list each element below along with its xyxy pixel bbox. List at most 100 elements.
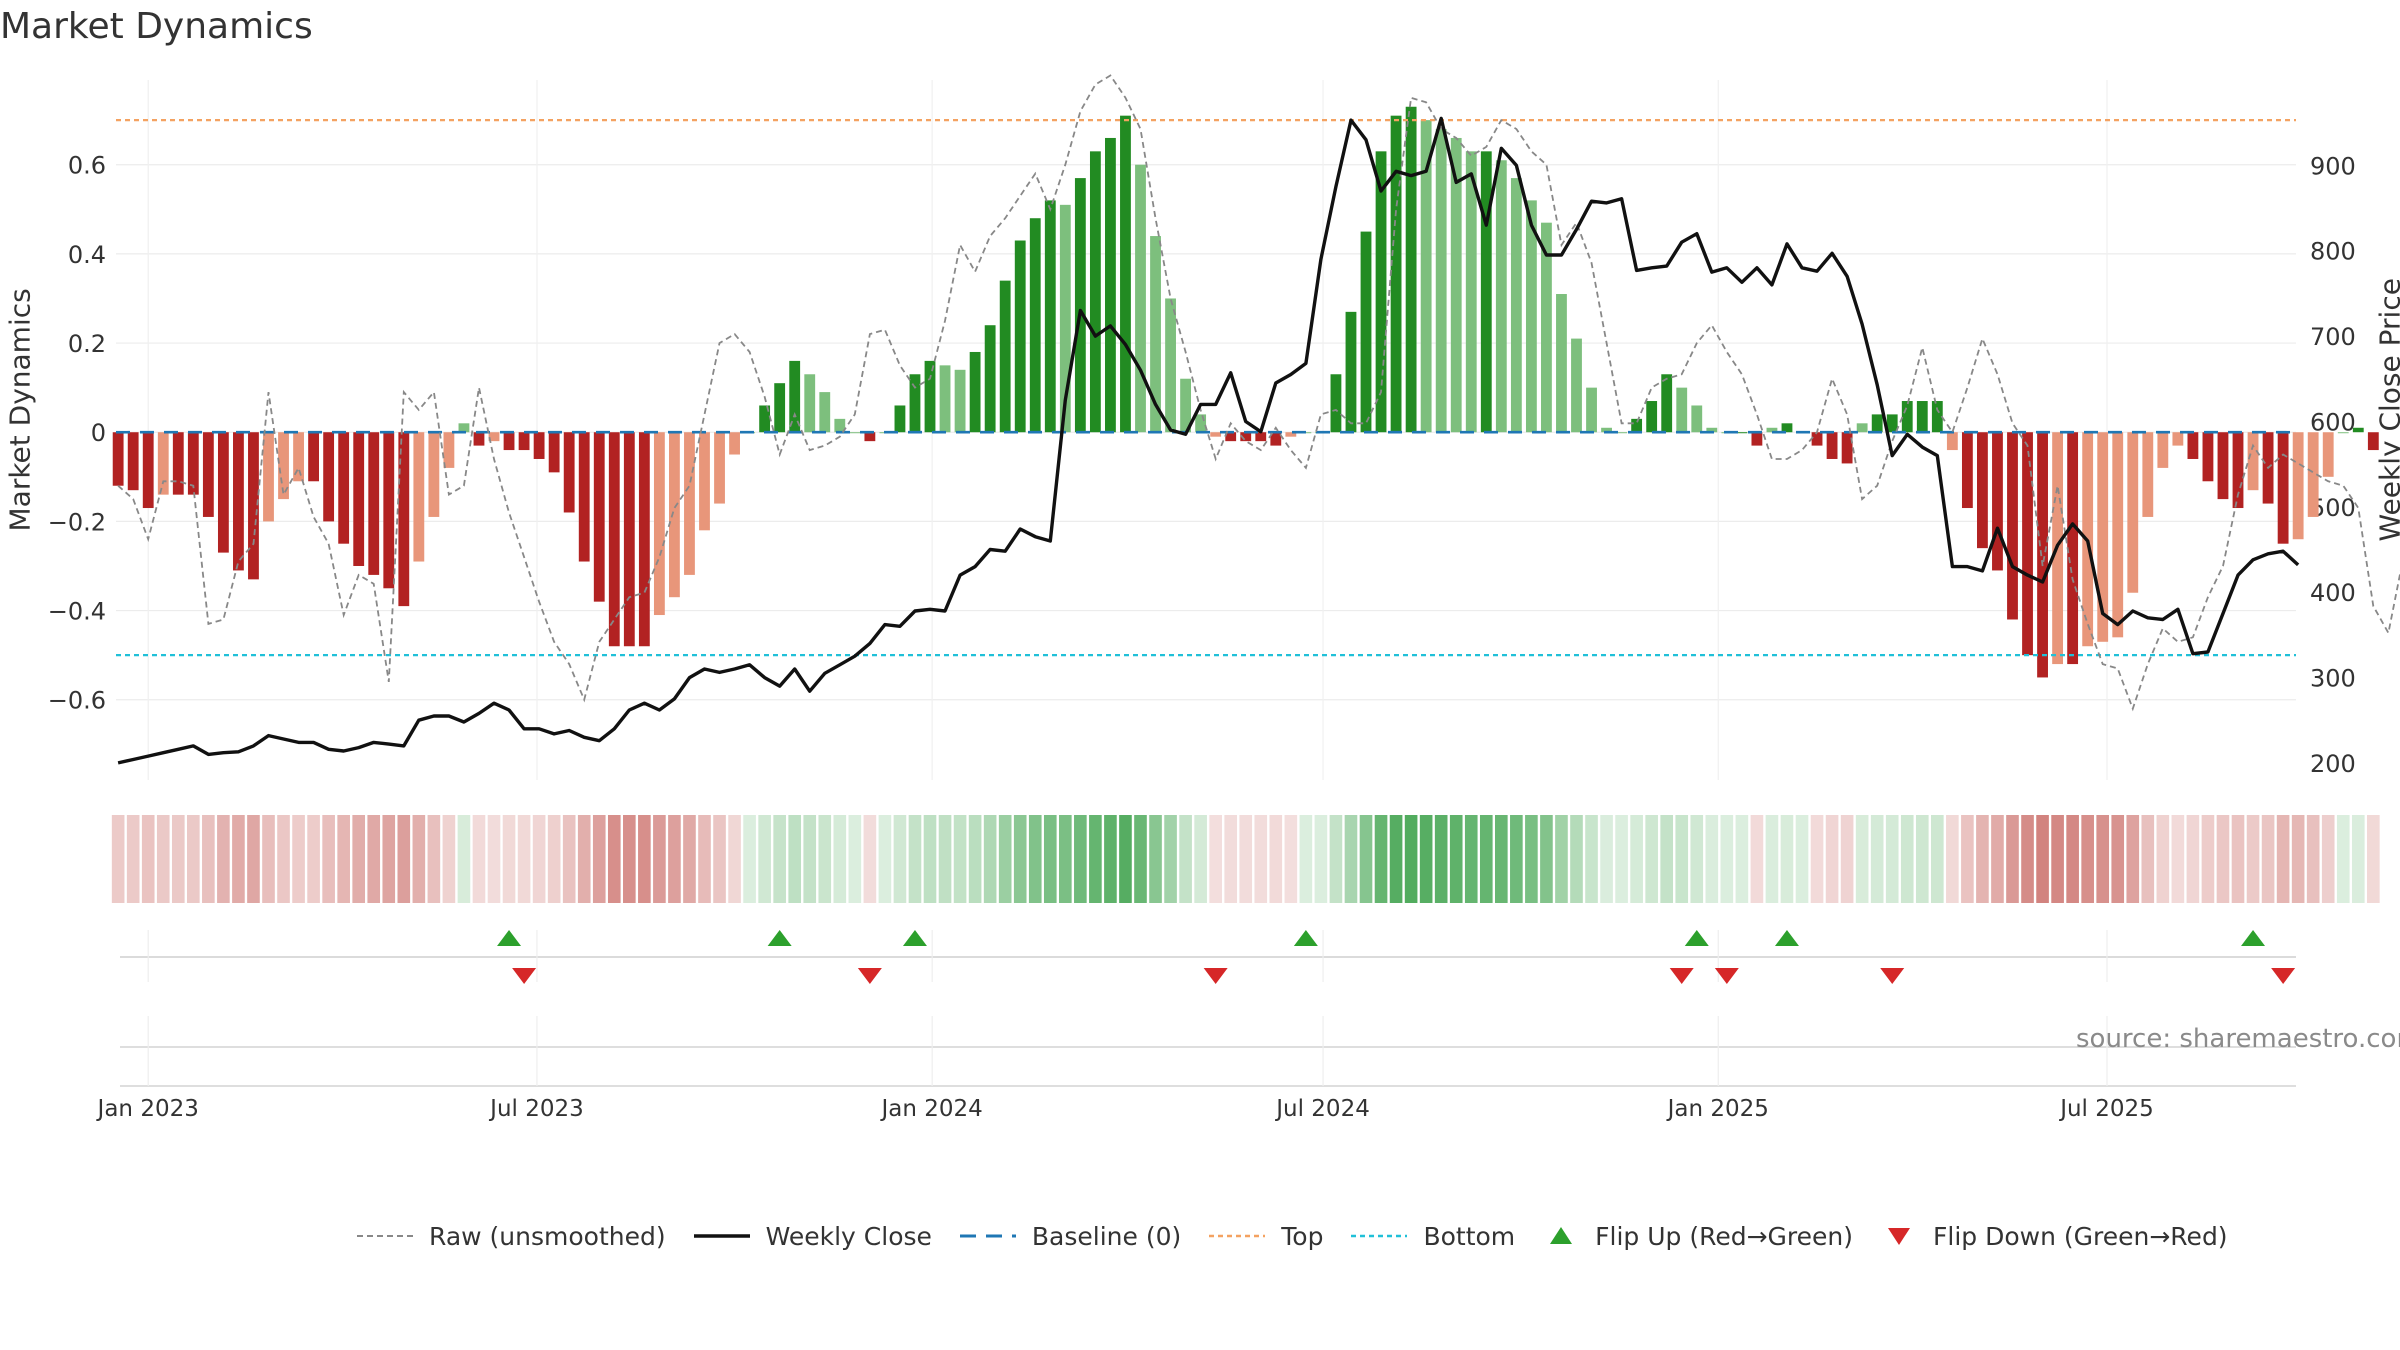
bar <box>1330 374 1342 433</box>
bar <box>383 432 395 589</box>
heat-strip-cell <box>1224 815 1238 903</box>
y2-tick-label: 200 <box>2310 750 2356 778</box>
heat-strip-cell <box>337 815 350 903</box>
heat-strip-cell <box>623 815 636 903</box>
bar <box>2172 432 2184 446</box>
heat-strip-cell <box>1720 815 1734 903</box>
bar <box>1059 204 1071 433</box>
bar <box>157 432 169 495</box>
heat-strip-cell <box>2321 815 2335 903</box>
heat-strip-cell <box>1840 815 1854 903</box>
heat-strip-cell <box>1314 815 1328 903</box>
heat-strip-cell <box>818 815 832 903</box>
legend-close-label: Weekly Close <box>765 1221 932 1251</box>
x-tick-label: Jan 2024 <box>880 1096 983 1122</box>
flip-up-marker <box>902 930 927 946</box>
heat-strip-cell <box>1735 815 1749 903</box>
heat-strip-cell <box>1344 815 1358 903</box>
flip-up-marker <box>1293 930 1318 946</box>
heat-strip-cell <box>1164 815 1177 903</box>
heat-strip-cell <box>592 815 606 903</box>
chart-title: Market Dynamics <box>0 6 313 47</box>
heat-strip-cell <box>1389 815 1403 903</box>
bar <box>1992 432 2003 571</box>
heat-strip-cell <box>1449 815 1463 903</box>
heat-strip-cell <box>2081 815 2094 903</box>
bar <box>1676 387 1688 433</box>
bar <box>2157 432 2169 468</box>
flip-down-marker <box>1203 968 1228 984</box>
heat-strip-cell <box>1825 815 1839 903</box>
heat-strip-cell <box>322 815 335 903</box>
heat-strip-cell <box>1179 815 1192 903</box>
heat-strip-cell <box>2171 815 2185 903</box>
heat-strip-cell <box>1555 815 1568 903</box>
heat-strip-cell <box>187 815 200 903</box>
bar <box>278 432 289 500</box>
heat-strip-cell <box>2126 815 2140 903</box>
heat-strip-cell <box>758 815 771 903</box>
bar <box>1405 106 1417 433</box>
bar <box>1946 432 1958 451</box>
bar <box>1495 160 1507 433</box>
bar <box>834 418 846 433</box>
heat-strip-cell <box>2246 815 2260 903</box>
bar <box>1255 432 1267 442</box>
heat-strip-cell <box>382 815 396 903</box>
heat-strip-cell <box>547 815 561 903</box>
bar <box>1105 137 1116 433</box>
legend-raw-swatch <box>357 1235 413 1237</box>
legend-close: Weekly Close <box>692 1222 932 1251</box>
heat-strip-cell <box>2351 815 2365 903</box>
heat-strip-cell <box>1359 815 1373 903</box>
legend-flip-down: Flip Down (Green→Red) <box>1879 1222 2228 1251</box>
flip-down-marker <box>512 968 537 984</box>
legend-flip-down-marker <box>1888 1228 1911 1245</box>
bar <box>1901 401 1913 433</box>
gridlines <box>116 80 2296 780</box>
heat-strip-cell <box>1510 815 1523 903</box>
bar <box>1029 218 1041 433</box>
bar <box>1465 151 1477 433</box>
bar <box>1961 432 1973 509</box>
bar <box>1856 423 1868 433</box>
bar <box>984 325 996 433</box>
heat-strip-cell <box>262 815 275 903</box>
bar <box>2367 432 2379 451</box>
heat-strip-cell <box>1690 815 1704 903</box>
bar <box>969 351 981 433</box>
bar <box>308 432 320 482</box>
bar <box>127 432 139 491</box>
heat-strip-cell <box>1795 815 1809 903</box>
flip-down-marker <box>1880 968 1905 984</box>
bar <box>2037 432 2048 678</box>
legend-raw-label: Raw (unsmoothed) <box>429 1221 666 1251</box>
flip-up-marker <box>1684 930 1709 946</box>
heat-strip-cell <box>307 815 320 903</box>
flip-down-marker <box>1669 968 1694 984</box>
legend-baseline-swatch <box>959 1234 1016 1238</box>
bar <box>2067 432 2079 665</box>
bar <box>293 432 304 482</box>
heat-strip-cell <box>713 815 726 903</box>
bar <box>1781 423 1793 433</box>
heat-strip-cell <box>638 815 651 903</box>
heat-strip-cell <box>2367 815 2380 903</box>
heat-strip-cell <box>653 815 666 903</box>
bar <box>1270 432 1282 446</box>
legend-bottom-swatch <box>1351 1234 1408 1238</box>
bar <box>593 432 605 602</box>
flip-marker-panel <box>120 930 2296 984</box>
heat-strip-cell <box>2291 815 2305 903</box>
bar <box>1044 200 1056 433</box>
heat-strip-cell <box>2036 815 2049 903</box>
y2-tick-label: 600 <box>2310 408 2356 436</box>
bar <box>1751 432 1763 446</box>
x-tick-label: Jan 2025 <box>1666 1096 1769 1122</box>
bar <box>669 432 680 598</box>
bar <box>623 432 635 647</box>
y2-tick-label: 400 <box>2310 579 2356 607</box>
bar <box>924 360 936 433</box>
legend-flip-up-label: Flip Up (Red→Green) <box>1595 1221 1854 1251</box>
